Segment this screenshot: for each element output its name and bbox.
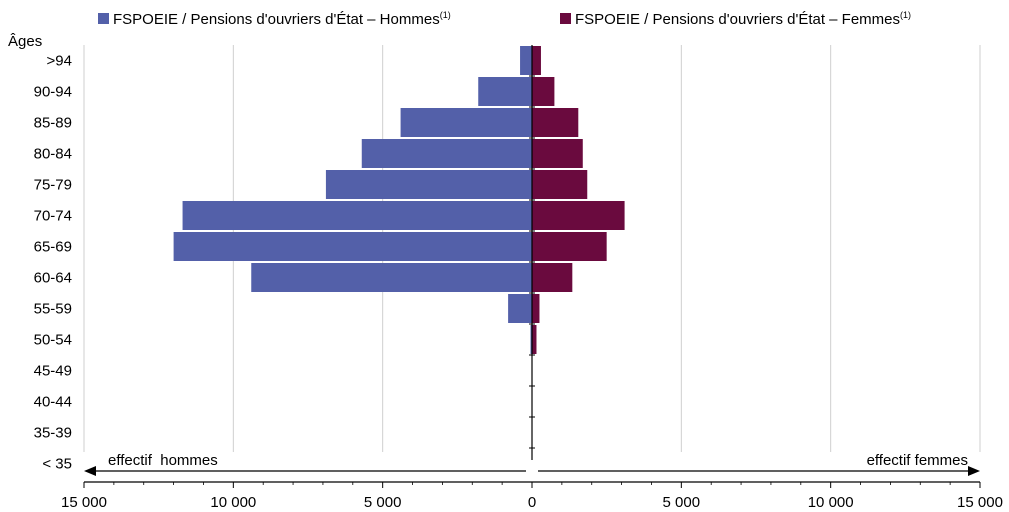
bar-femmes-7 — [532, 263, 573, 292]
x-axis: 15 000 10 000 5 000 0 5 000 10 000 15 000 — [61, 45, 1003, 511]
x-tick-label-6: 15 000 — [957, 494, 1003, 511]
x-tick-label-1: 10 000 — [210, 494, 256, 511]
y-label-7: 60-64 — [34, 270, 72, 287]
bars — [173, 46, 625, 354]
bar-femmes-1 — [532, 77, 555, 106]
annotations: effectif hommes effectif femmes — [84, 452, 980, 476]
y-label-12: 35-39 — [34, 425, 72, 442]
y-label-11: 40-44 — [34, 394, 72, 411]
bar-femmes-3 — [532, 139, 583, 168]
y-label-9: 50-54 — [34, 332, 72, 349]
legend: FSPOEIE / Pensions d'ouvriers d'État – H… — [98, 10, 911, 28]
bar-femmes-6 — [532, 232, 607, 261]
y-label-4: 75-79 — [34, 177, 72, 194]
annotation-hommes: effectif hommes — [108, 452, 218, 469]
bar-hommes-7 — [251, 263, 532, 292]
y-label-0: >94 — [47, 53, 72, 70]
bar-femmes-8 — [532, 294, 540, 323]
bar-femmes-0 — [532, 46, 541, 75]
y-label-8: 55-59 — [34, 301, 72, 318]
legend-swatch-femmes — [560, 13, 571, 24]
y-label-10: 45-49 — [34, 363, 72, 380]
legend-swatch-hommes — [98, 13, 109, 24]
legend-footnote-marker: (1) — [900, 10, 911, 20]
arrow-right-head — [968, 466, 980, 476]
bar-femmes-4 — [532, 170, 588, 199]
y-axis-labels: Âges >94 90-94 85-89 80-84 75-79 70-74 65-69 60-… — [8, 33, 72, 473]
bar-femmes-9 — [532, 325, 537, 354]
legend-label-femmes: FSPOEIE / Pensions d'ouvriers d'État – F… — [575, 10, 911, 28]
legend-label-hommes: FSPOEIE / Pensions d'ouvriers d'État – H… — [113, 10, 451, 28]
x-tick-label-3: 0 — [528, 494, 536, 511]
bar-femmes-5 — [532, 201, 625, 230]
y-label-5: 70-74 — [34, 208, 72, 225]
bar-hommes-0 — [520, 46, 532, 75]
bar-hommes-3 — [361, 139, 532, 168]
x-tick-label-5: 10 000 — [808, 494, 854, 511]
bar-hommes-4 — [325, 170, 532, 199]
annotation-femmes: effectif femmes — [867, 452, 968, 469]
arrow-left-head — [84, 466, 96, 476]
y-label-3: 80-84 — [34, 146, 72, 163]
x-tick-label-2: 5 000 — [364, 494, 402, 511]
bar-hommes-2 — [400, 108, 532, 137]
y-label-1: 90-94 — [34, 84, 72, 101]
bar-femmes-2 — [532, 108, 579, 137]
bar-hommes-9 — [530, 325, 532, 354]
x-tick-label-0: 15 000 — [61, 494, 107, 511]
legend-footnote-marker: (1) — [440, 10, 451, 20]
y-label-13: < 35 — [42, 456, 72, 473]
bar-hommes-8 — [508, 294, 532, 323]
bar-hommes-6 — [173, 232, 532, 261]
x-tick-label-4: 5 000 — [663, 494, 701, 511]
y-axis-title: Âges — [8, 33, 42, 50]
y-label-2: 85-89 — [34, 115, 72, 132]
bar-hommes-5 — [182, 201, 532, 230]
y-label-6: 65-69 — [34, 239, 72, 256]
bar-hommes-1 — [478, 77, 532, 106]
